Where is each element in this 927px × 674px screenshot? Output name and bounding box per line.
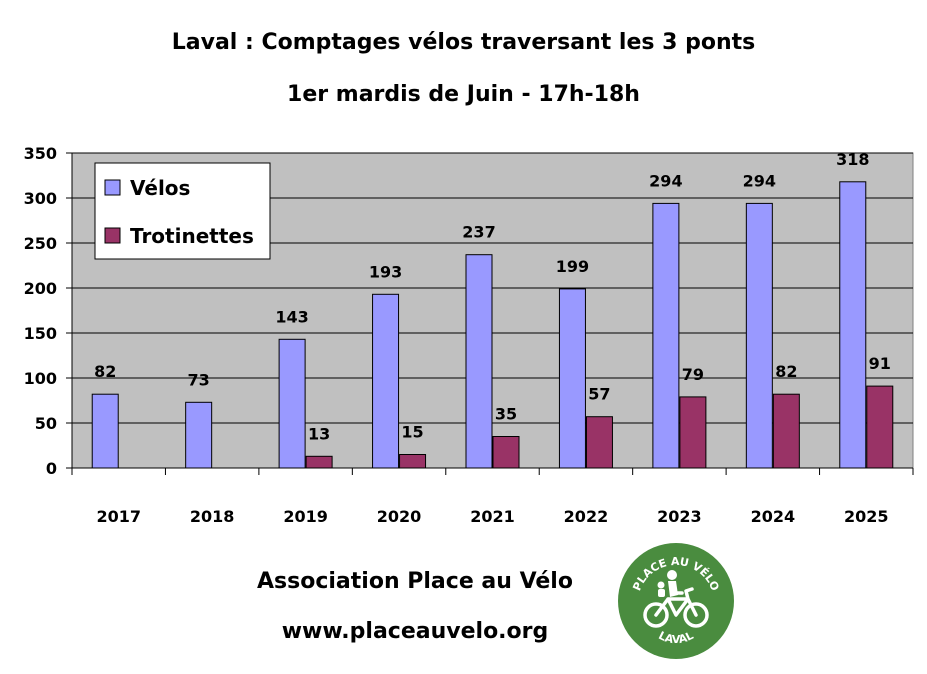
bar-velos-2017	[91, 393, 119, 469]
data-label-velos-2024: 294	[743, 171, 776, 190]
x-tick-label-2021: 2021	[470, 507, 515, 526]
y-tick-label: 150	[24, 324, 57, 343]
legend-swatch-1	[104, 227, 121, 244]
bar-velos-2021	[465, 254, 493, 469]
data-label-velos-2018: 73	[188, 370, 210, 389]
bar-velos-2019	[278, 338, 306, 469]
x-tick-label-2017: 2017	[96, 507, 141, 526]
bar-trotinettes-2019	[305, 455, 333, 469]
data-label-velos-2023: 294	[649, 171, 682, 190]
bicycle-icon	[643, 587, 709, 628]
data-label-velos-2025: 318	[836, 150, 869, 169]
place-au-velo-logo: PLACE AU VÉLO LAVAL	[618, 543, 734, 659]
x-tick-label-2019: 2019	[283, 507, 328, 526]
x-tick-label-2025: 2025	[844, 507, 889, 526]
logo-circle	[618, 543, 734, 659]
y-tick-label: 200	[24, 279, 57, 298]
data-label-trotinettes-2020: 15	[401, 423, 423, 442]
bar-trotinettes-2021	[492, 436, 520, 469]
bar-trotinettes-2020	[399, 454, 427, 469]
bar-velos-2023	[652, 202, 680, 469]
data-label-velos-2022: 199	[556, 257, 589, 276]
bar-trotinettes-2024	[772, 393, 800, 469]
data-label-trotinettes-2022: 57	[588, 385, 610, 404]
bar-trotinettes-2023	[679, 396, 707, 469]
y-tick-label: 350	[24, 144, 57, 163]
x-tick-label-2024: 2024	[751, 507, 796, 526]
bar-trotinettes-2025	[866, 385, 894, 469]
data-label-velos-2020: 193	[369, 262, 402, 281]
legend	[94, 162, 271, 260]
bar-velos-2022	[558, 288, 586, 469]
data-label-trotinettes-2024: 82	[775, 362, 797, 381]
data-label-velos-2017: 82	[94, 362, 116, 381]
data-label-trotinettes-2019: 13	[308, 424, 330, 443]
legend-swatch-0	[104, 179, 121, 196]
legend-label-1: Trotinettes	[130, 224, 254, 248]
bar-velos-2020	[372, 293, 400, 469]
x-tick-label-2018: 2018	[190, 507, 235, 526]
chart-subtitle: 1er mardis de Juin - 17h-18h	[287, 82, 640, 107]
bar-chart: 0 50 100 150 200 250 300 350 2017 2018 2019 2020 202…	[24, 144, 914, 526]
website-link[interactable]: www.placeauvelo.org	[281, 619, 549, 644]
bar-velos-2024	[745, 202, 773, 469]
y-tick-label: 0	[46, 459, 57, 478]
y-tick-label: 250	[24, 234, 57, 253]
data-label-trotinettes-2025: 91	[869, 354, 891, 373]
y-tick-label: 50	[35, 414, 57, 433]
legend-label-0: Vélos	[130, 176, 190, 200]
y-tick-label: 300	[24, 189, 57, 208]
data-label-velos-2019: 143	[275, 307, 308, 326]
cyclist-icon	[657, 570, 678, 597]
x-tick-label-2020: 2020	[377, 507, 422, 526]
data-label-velos-2021: 237	[462, 223, 495, 242]
y-tick-label: 100	[24, 369, 57, 388]
bar-velos-2025	[839, 181, 867, 469]
data-label-trotinettes-2021: 35	[495, 405, 517, 424]
logo-bottom-text: LAVAL	[656, 629, 695, 646]
chart-title: Laval : Comptages vélos traversant les 3…	[171, 30, 756, 55]
data-label-trotinettes-2023: 79	[682, 365, 704, 384]
bar-trotinettes-2022	[585, 416, 613, 469]
x-tick-label-2023: 2023	[657, 507, 702, 526]
x-tick-label-2022: 2022	[564, 507, 609, 526]
association-name: Association Place au Vélo	[257, 569, 573, 594]
bar-velos-2018	[185, 401, 213, 469]
